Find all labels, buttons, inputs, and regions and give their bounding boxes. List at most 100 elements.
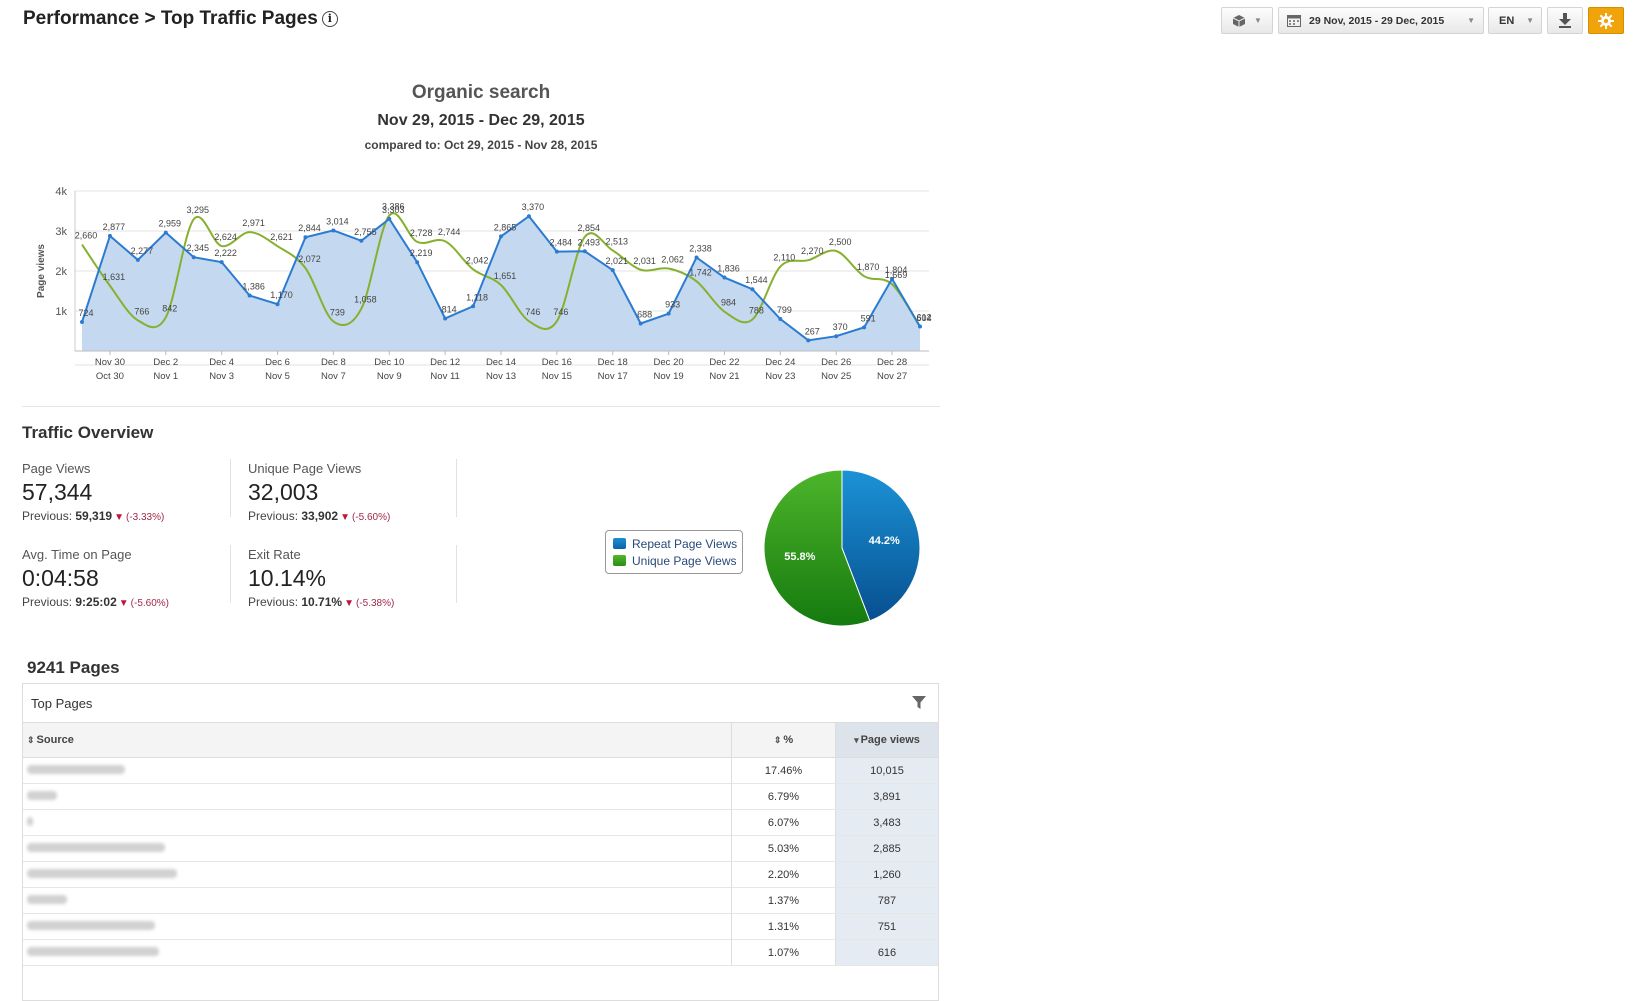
page-title: Performance > Top Traffic Pages i [23,8,338,30]
data-point [387,216,392,221]
table-row[interactable]: 6.79% 3,891 [23,783,938,810]
data-label: 1,058 [354,295,377,305]
percent-cell: 1.37% [731,887,836,914]
data-label: 1,631 [103,272,126,282]
y-axis-label: Page views [36,244,47,298]
data-label: 1,836 [717,264,740,274]
data-label: 814 [442,304,457,314]
x-tick-label: Dec 24 [765,357,795,368]
metric-previous: Previous: 9:25:02 ▼ (-5.60%) [22,595,227,609]
source-cell[interactable] [23,783,732,810]
pie-slice-label: 55.8% [784,551,815,563]
previous-label: Previous: [22,595,73,609]
data-label: 746 [525,307,540,317]
source-cell[interactable] [23,757,732,784]
data-label: 766 [134,306,149,316]
data-label: 612 [916,313,931,323]
info-icon[interactable]: i [321,11,338,27]
pie-slice[interactable] [763,470,871,627]
data-label: 2,270 [801,246,824,256]
series-area-current [82,216,920,351]
language-select[interactable]: EN ▼ [1488,7,1542,34]
download-button[interactable] [1547,7,1583,34]
previous-value: 33,902 [301,509,339,523]
redacted-source [27,920,155,930]
data-label: 984 [721,298,736,308]
x-tick-label: Dec 14 [486,357,516,368]
previous-label: Previous: [22,509,73,523]
source-cell[interactable] [23,809,732,836]
pages-table: ⇕ Source ⇕% ▾ Page views 17.46% 10,015 6.79%… [23,723,938,966]
table-row[interactable]: 1.37% 787 [23,887,938,914]
table-caption: Top Pages [23,684,938,723]
date-range-label: 29 Nov, 2015 - 29 Dec, 2015 [1309,14,1445,27]
x-tick-label-compare: Oct 30 [96,371,124,382]
table-body: 17.46% 10,015 6.79% 3,891 6.07% 3,483 5.03% 2,8… [23,757,938,966]
x-tick-label: Dec 18 [598,357,628,368]
table-header-row: ⇕ Source ⇕% ▾ Page views [23,723,938,758]
data-label: 1,386 [242,282,265,292]
table-row[interactable]: 5.03% 2,885 [23,835,938,862]
data-point [415,260,420,265]
data-point [526,214,531,219]
y-tick-label: 1k [55,306,67,318]
table-row[interactable]: 1.31% 751 [23,913,938,940]
filter-icon[interactable] [912,696,926,710]
x-tick-label: Dec 16 [542,357,572,368]
data-label: 1,669 [885,270,908,280]
settings-button[interactable] [1588,7,1624,34]
table-row[interactable]: 1.07% 616 [23,939,938,966]
metric-value: 32,003 [248,479,319,505]
metric-value: 0:04:58 [22,565,99,591]
source-cell[interactable] [23,913,732,940]
data-point [191,255,196,260]
source-cell[interactable] [23,887,732,914]
data-label: 1,742 [689,267,712,277]
metric-label: Avg. Time on Page [22,547,132,562]
table-row[interactable]: 17.46% 10,015 [23,757,938,784]
source-cell[interactable] [23,939,732,966]
page-title-text: Performance > Top Traffic Pages [23,8,318,29]
table-row[interactable]: 2.20% 1,260 [23,861,938,888]
x-tick-label: Dec 20 [654,357,684,368]
source-cell[interactable] [23,861,732,888]
data-label: 2,493 [578,237,601,247]
page-views-cell: 751 [835,913,938,940]
cube-menu-button[interactable]: ▼ [1221,7,1273,34]
column-header-page-views[interactable]: ▾ Page views [835,723,938,758]
legend-item-repeat[interactable]: Repeat Page Views [613,535,742,552]
percent-cell: 5.03% [731,835,836,862]
column-header-percent[interactable]: ⇕% [731,723,836,758]
x-tick-label-compare: Nov 3 [209,371,234,382]
column-header-source[interactable]: ⇕ Source [23,723,732,758]
percent-cell: 17.46% [731,757,836,784]
data-point [247,293,252,298]
data-label: 2,971 [242,218,265,228]
table-row[interactable]: 6.07% 3,483 [23,809,938,836]
source-cell[interactable] [23,835,732,862]
data-label: 370 [833,322,848,332]
data-label: 3,303 [382,205,405,215]
date-range-picker[interactable]: 29 Nov, 2015 - 29 Dec, 2015 ▼ [1278,7,1484,34]
percent-cell: 1.31% [731,913,836,940]
metric-value: 10.14% [248,565,327,591]
metric-divider [456,459,457,517]
legend-item-unique[interactable]: Unique Page Views [613,552,742,569]
data-label: 2,844 [298,223,321,233]
data-point [163,230,168,235]
y-tick-label: 2k [55,266,67,278]
line-chart-svg: 1k 2k 3k 4k Page views 2,660 1,631 766 842 3,295 2… [36,186,932,382]
metric-unique-page-views: Unique Page Views 32,003 Previous: 33,90… [248,461,453,531]
x-tick-label: Dec 26 [821,357,851,368]
legend-swatch [613,538,626,549]
x-tick-label-compare: Nov 7 [321,371,346,382]
x-tick-label: Dec 8 [321,357,346,368]
redacted-source [27,790,57,800]
pie-slice[interactable] [841,470,921,622]
data-label: 1,651 [494,271,517,281]
sort-desc-icon: ▾ [854,735,859,745]
x-tick-label-compare: Nov 9 [377,371,402,382]
x-tick-label-compare: Nov 15 [542,371,572,382]
data-label: 2,222 [214,248,237,258]
toolbar: ▼ 29 Nov, 2015 - 29 Dec, 2015 ▼ EN ▼ [1221,7,1641,37]
